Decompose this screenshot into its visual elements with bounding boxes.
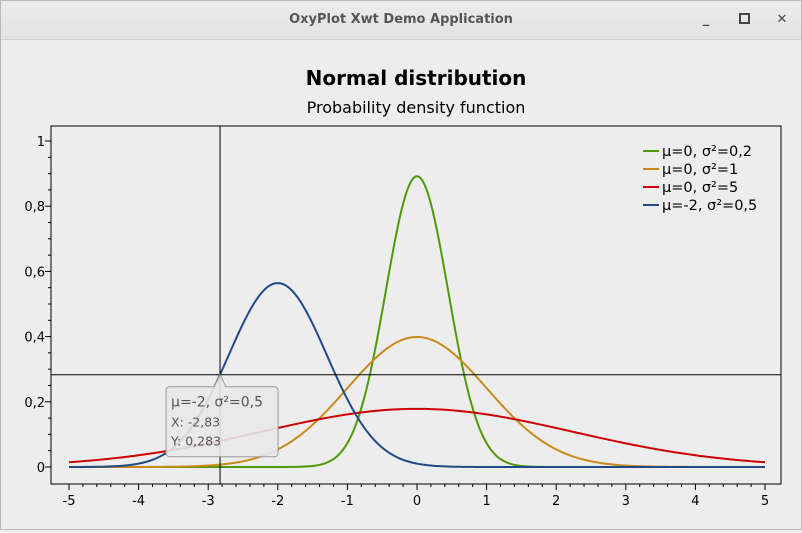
- legend-item-label: μ=0, σ²=5: [662, 180, 738, 196]
- close-icon[interactable]: ✕: [776, 12, 788, 27]
- tracker-x-text: X: -2,83: [171, 415, 220, 430]
- tracker-tooltip: [165, 373, 279, 458]
- legend-item-label: μ=-2, σ²=0,5: [662, 198, 757, 214]
- x-tick-label: -2: [271, 494, 284, 509]
- x-tick-label: -3: [202, 494, 215, 509]
- chart-subtitle: Probability density function: [307, 98, 526, 117]
- window-title: OxyPlot Xwt Demo Application: [289, 12, 513, 27]
- x-tick-label: -5: [63, 494, 76, 509]
- y-tick-label: 1: [37, 135, 45, 150]
- x-tick-label: 2: [552, 494, 560, 509]
- y-tick-label: 0,2: [24, 396, 45, 411]
- plot-view[interactable]: Normal distribution Probability density …: [1, 40, 801, 529]
- tracker-y-text: Y: 0,283: [170, 434, 221, 449]
- x-tick-label: -1: [341, 494, 354, 509]
- x-tick-label: 4: [691, 494, 699, 509]
- x-tick-label: 0: [413, 494, 421, 509]
- legend-item-label: μ=0, σ²=0,2: [662, 144, 752, 160]
- x-tick-label: -4: [132, 494, 145, 509]
- maximize-icon[interactable]: [733, 9, 755, 31]
- y-tick-label: 0,8: [24, 200, 45, 215]
- y-tick-label: 0: [37, 461, 45, 476]
- plot-area: [50, 125, 782, 485]
- y-tick-label: 0,4: [24, 331, 45, 346]
- minimize-icon[interactable]: _: [702, 12, 710, 27]
- title-bar: OxyPlot Xwt Demo Application _ ✕: [1, 1, 801, 40]
- chart-title: Normal distribution: [306, 66, 527, 90]
- x-tick-label: 5: [761, 494, 769, 509]
- tracker-series-label: μ=-2, σ²=0,5: [171, 395, 263, 411]
- chart-canvas[interactable]: Normal distribution Probability density …: [1, 40, 801, 529]
- legend-item-label: μ=0, σ²=1: [662, 162, 738, 178]
- x-tick-label: 1: [482, 494, 490, 509]
- y-tick-label: 0,6: [24, 265, 45, 280]
- x-tick-label: 3: [622, 494, 630, 509]
